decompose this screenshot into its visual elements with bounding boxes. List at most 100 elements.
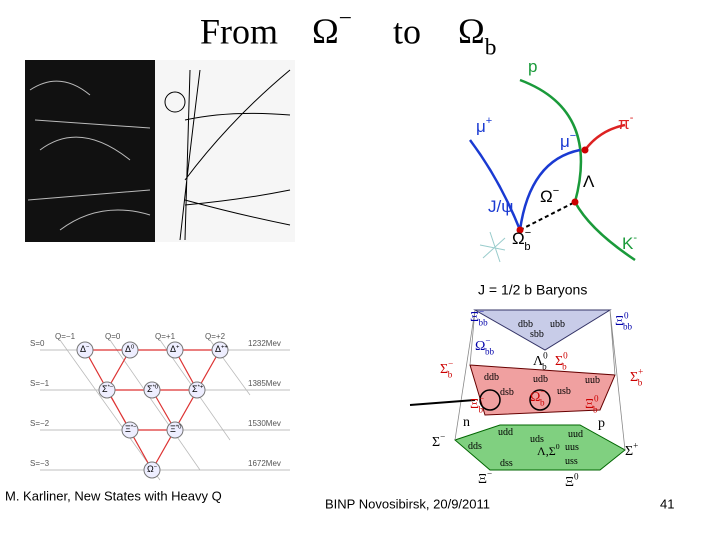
mass-label: 1530Mev — [248, 419, 281, 428]
photo-trace — [155, 60, 295, 242]
label: Ξ− bb — [470, 306, 488, 327]
page-number: 41 — [660, 496, 674, 511]
label: Ω− — [540, 185, 559, 206]
label-base: Σ — [432, 435, 440, 450]
label: Σ− b — [440, 358, 453, 379]
label-base: Ξ — [470, 397, 479, 412]
label-base: Λ — [583, 172, 595, 191]
label-sup: − — [440, 431, 445, 441]
label-base: dds — [468, 441, 482, 452]
label-base: Σ — [630, 370, 638, 385]
label-sup: *− — [131, 424, 137, 430]
label: Σ*+ — [192, 384, 204, 394]
arrow — [409, 399, 476, 406]
label: dds — [468, 441, 482, 452]
label-sup: *− — [108, 384, 114, 390]
label-base: uud — [568, 429, 583, 440]
label-base: Σ — [555, 354, 563, 369]
label-sup: − — [339, 6, 352, 32]
label-base: udb — [533, 374, 548, 385]
label-sup: − — [525, 227, 531, 239]
particle-node — [143, 461, 161, 479]
label: udd — [498, 427, 513, 438]
strangeness-label: S=0 — [30, 339, 45, 348]
label-sub: b — [542, 362, 547, 372]
charge-label: Q=−1 — [55, 332, 76, 341]
label-base: Ω — [530, 390, 540, 405]
particle-node — [188, 381, 206, 399]
label-sup: 0 — [594, 393, 599, 403]
circle-mark — [164, 91, 186, 113]
label: Σ*− — [102, 384, 114, 394]
vertex — [516, 226, 524, 234]
charge-label: Q=+1 — [155, 332, 176, 341]
label-base: Ξ — [585, 397, 594, 412]
proton-track — [519, 78, 583, 203]
label-sup: − — [485, 335, 490, 345]
label-base: Ω — [458, 11, 485, 51]
label-base: dbb — [518, 319, 533, 330]
highlight — [529, 389, 551, 411]
label-base: Ξ — [470, 310, 479, 325]
label: dss — [500, 458, 513, 469]
label-base: Ω — [540, 187, 553, 206]
label: ddb — [484, 372, 499, 383]
label-base: J/ψ — [488, 197, 513, 216]
edges — [454, 309, 626, 451]
label: J/ψ — [488, 197, 513, 216]
bubble-chamber-photo — [25, 60, 295, 242]
label: Ξ*− — [125, 424, 137, 434]
label-base: n — [463, 415, 470, 430]
label: uds — [530, 434, 544, 445]
label-base: Ω — [512, 229, 525, 248]
label-base: dss — [500, 458, 513, 469]
label-base: p — [598, 416, 605, 431]
bb-layer — [473, 309, 612, 351]
label-sup: 0 — [574, 471, 579, 481]
label: Ξ− b — [470, 393, 484, 414]
label: p — [528, 57, 537, 76]
label-base: Δ — [80, 344, 86, 354]
label-base: Ξ — [478, 472, 487, 487]
label-base: dsb — [500, 387, 514, 398]
mass-label: 1672Mev — [248, 459, 281, 468]
label: p — [598, 416, 605, 431]
label-sup: − — [154, 464, 158, 470]
trace-lines — [179, 69, 291, 241]
label-sup: ++ — [221, 344, 228, 350]
particle-node — [98, 381, 116, 399]
label: Δ++ — [215, 344, 228, 354]
label: Σ*0 — [147, 384, 159, 394]
label-sup: + — [633, 440, 638, 450]
mass-label: 1385Mev — [248, 379, 281, 388]
label-sub: b — [485, 35, 497, 61]
label: Λ,Σ0 — [537, 442, 560, 458]
muon-tracks — [468, 139, 581, 231]
label-sup: − — [540, 386, 545, 396]
label: dbb — [518, 319, 533, 330]
omega-track — [519, 201, 576, 231]
label: Σ− — [432, 431, 445, 450]
label-base: Ξ — [170, 424, 176, 434]
label: udb — [533, 374, 548, 385]
label-base: sbb — [530, 329, 544, 340]
charge-lines — [59, 339, 251, 481]
label-base: μ — [476, 117, 486, 136]
label-base: Σ — [102, 384, 108, 394]
label: Ω− b — [530, 386, 546, 407]
label-sup: + — [486, 115, 492, 127]
label: Ξ0 b — [585, 393, 599, 414]
footer-left: M. Karliner, New States with Heavy Q — [5, 488, 222, 503]
label-base: Δ — [215, 344, 221, 354]
label-base: Ω — [147, 464, 154, 474]
label-base: Σ — [625, 444, 633, 459]
strangeness-label: S=−2 — [30, 419, 50, 428]
label: Ω− b — [512, 227, 531, 253]
label-sup: *0 — [176, 424, 182, 430]
multiplet-title: J = 1/2 b Baryons — [478, 282, 587, 298]
label-base: Ω — [312, 11, 339, 51]
label-sup: − — [448, 358, 453, 368]
label-base: ddb — [484, 372, 499, 383]
vertex — [581, 146, 589, 154]
particle-node — [211, 341, 229, 359]
